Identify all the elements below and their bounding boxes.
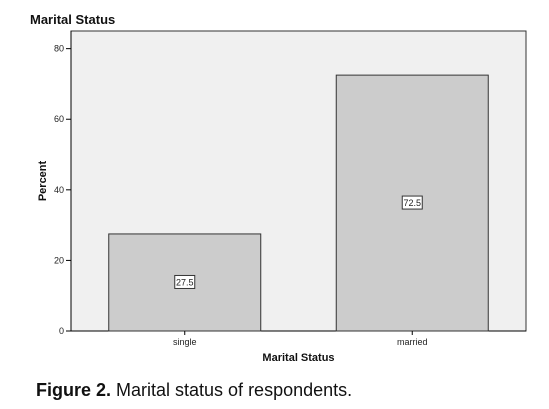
y-tick-label: 20: [54, 255, 64, 265]
data-label-box: [174, 274, 196, 289]
y-axis-label: Percent: [37, 160, 49, 201]
bars: 27.5 single 72.5 married: [108, 74, 489, 347]
caption-text: Marital status of respondents.: [111, 380, 353, 400]
data-label: 72.5: [403, 198, 421, 208]
figure-caption: Figure 2. Marital status of respondents.: [36, 380, 352, 401]
x-tick-label: married: [397, 337, 428, 347]
caption-label: Figure 2.: [36, 380, 112, 400]
y-tick-label: 40: [54, 185, 64, 195]
data-label-box: [401, 195, 423, 210]
chart-title: Marital Status: [30, 12, 116, 27]
data-label: 27.5: [176, 277, 194, 287]
y-axis-ticks: 0 20 40 60 80: [54, 44, 71, 336]
y-tick-label: 60: [54, 114, 64, 124]
y-tick-label: 0: [59, 326, 64, 336]
x-axis-label: Marital Status: [262, 352, 334, 364]
x-tick-label: single: [173, 337, 197, 347]
y-tick-label: 80: [54, 44, 64, 54]
